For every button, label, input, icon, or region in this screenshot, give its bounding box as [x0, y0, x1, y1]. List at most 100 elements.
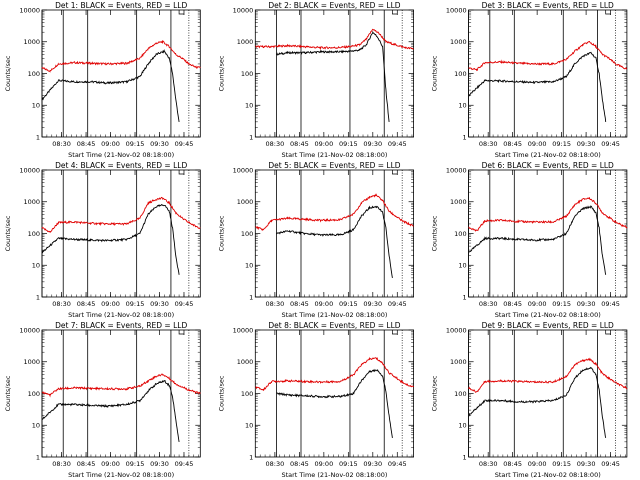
x-tick-label: 09:30: [150, 300, 169, 308]
y-tick-label: 1: [462, 133, 466, 141]
x-tick-label: 09:45: [601, 300, 620, 308]
y-axis-label: Counts/sec: [4, 375, 12, 411]
x-tick-label: 08:30: [266, 140, 285, 148]
x-tick-label: 08:30: [52, 300, 71, 308]
corner-marker: [605, 10, 611, 15]
x-tick-label: 09:00: [528, 140, 547, 148]
x-tick-label: 09:30: [150, 460, 169, 468]
y-tick-label: 10000: [446, 326, 467, 334]
panel-det-8: Det 8: BLACK = Events, RED = LLD Counts/s…: [217, 321, 415, 479]
y-tick-label: 10000: [19, 6, 40, 14]
x-tick-label: 08:30: [52, 460, 71, 468]
plot-frame: [41, 329, 201, 458]
series-line-events: [276, 368, 393, 438]
y-tick-label: 1000: [450, 198, 467, 206]
x-tick-label: 09:15: [339, 140, 358, 148]
y-axis-label: Counts/sec: [431, 55, 439, 91]
series-line-lld: [468, 357, 628, 393]
x-tick-label: 09:15: [339, 460, 358, 468]
x-tick-label: 09:00: [101, 140, 120, 148]
panel-det-7: Det 7: BLACK = Events, RED = LLD Counts/s…: [4, 321, 201, 479]
y-tick-label: 1000: [237, 198, 254, 206]
x-tick-label: 08:30: [479, 140, 498, 148]
x-tick-label: 08:45: [290, 300, 309, 308]
y-tick-label: 1: [36, 133, 40, 141]
y-tick-label: 100: [241, 390, 253, 398]
y-tick-label: 10000: [233, 6, 254, 14]
x-tick-label: 08:45: [503, 140, 522, 148]
y-axis-label: Counts/sec: [431, 215, 439, 251]
x-tick-label: 08:30: [479, 460, 498, 468]
x-tick-label: 08:45: [290, 460, 309, 468]
panel-title: Det 9: BLACK = Events, RED = LLD: [482, 321, 614, 330]
series-line-lld: [255, 356, 415, 392]
plot-frame: [41, 169, 201, 298]
y-tick-label: 1000: [23, 198, 40, 206]
series-line-lld: [41, 373, 201, 398]
y-tick-label: 100: [454, 70, 466, 78]
x-tick-label: 08:30: [479, 300, 498, 308]
x-tick-label: 09:00: [314, 460, 333, 468]
x-tick-label: 08:30: [266, 460, 285, 468]
y-tick-label: 10000: [446, 166, 467, 174]
y-tick-label: 10: [245, 422, 253, 430]
plot-frame: [254, 9, 415, 138]
y-tick-label: 100: [454, 390, 466, 398]
x-tick-label: 09:15: [339, 300, 358, 308]
y-tick-label: 10000: [19, 326, 40, 334]
y-tick-label: 10: [245, 262, 253, 270]
x-tick-label: 09:45: [175, 300, 194, 308]
x-tick-label: 09:30: [577, 300, 596, 308]
x-tick-label: 09:45: [601, 460, 620, 468]
y-tick-label: 10000: [233, 326, 254, 334]
series-line-lld: [41, 196, 201, 234]
plot-frame: [254, 169, 415, 298]
x-tick-label: 08:45: [77, 460, 96, 468]
x-tick-label: 09:15: [552, 300, 571, 308]
x-axis-label: Start Time (21-Nov-02 08:18:00): [495, 151, 601, 159]
series-line-lld: [468, 197, 628, 232]
y-tick-label: 10000: [446, 6, 467, 14]
corner-marker: [178, 330, 185, 335]
x-tick-label: 08:30: [52, 140, 71, 148]
corner-marker: [605, 330, 611, 335]
y-tick-label: 100: [454, 230, 466, 238]
y-tick-label: 1000: [23, 358, 40, 366]
x-axis-label: Start Time (21-Nov-02 08:18:00): [68, 311, 174, 319]
x-axis-label: Start Time (21-Nov-02 08:18:00): [68, 471, 174, 479]
panel-title: Det 3: BLACK = Events, RED = LLD: [482, 1, 614, 10]
x-tick-label: 09:45: [601, 140, 620, 148]
y-tick-label: 1: [249, 133, 253, 141]
series-line-events: [468, 51, 607, 122]
y-tick-label: 100: [28, 390, 40, 398]
x-tick-label: 09:45: [388, 460, 407, 468]
y-tick-label: 100: [28, 230, 40, 238]
x-tick-label: 09:45: [388, 140, 407, 148]
y-tick-label: 1: [36, 293, 40, 301]
series-line-events: [276, 30, 390, 122]
y-tick-label: 1: [249, 293, 253, 301]
corner-marker: [605, 170, 611, 175]
panel-det-6: Det 6: BLACK = Events, RED = LLD Counts/s…: [431, 161, 628, 319]
x-axis-label: Start Time (21-Nov-02 08:18:00): [281, 311, 387, 319]
series-line-events: [276, 205, 393, 278]
y-tick-label: 1: [462, 293, 466, 301]
x-tick-label: 08:45: [77, 140, 96, 148]
x-tick-label: 09:15: [552, 140, 571, 148]
y-tick-label: 1: [462, 453, 466, 461]
panel-det-2: Det 2: BLACK = Events, RED = LLD Counts/s…: [217, 1, 415, 159]
x-tick-label: 09:45: [175, 460, 194, 468]
x-axis-label: Start Time (21-Nov-02 08:18:00): [68, 151, 174, 159]
x-axis-label: Start Time (21-Nov-02 08:18:00): [281, 471, 387, 479]
corner-marker: [392, 330, 398, 335]
panel-det-1: Det 1: BLACK = Events, RED = LLD Counts/s…: [4, 1, 201, 159]
y-axis-label: Counts/sec: [217, 215, 225, 251]
y-tick-label: 10: [32, 422, 40, 430]
y-tick-label: 10000: [233, 166, 254, 174]
series-line-events: [468, 205, 607, 275]
plot-frame: [468, 329, 628, 458]
x-tick-label: 09:00: [314, 140, 333, 148]
series-line-lld: [255, 193, 414, 232]
y-tick-label: 1000: [23, 38, 40, 46]
